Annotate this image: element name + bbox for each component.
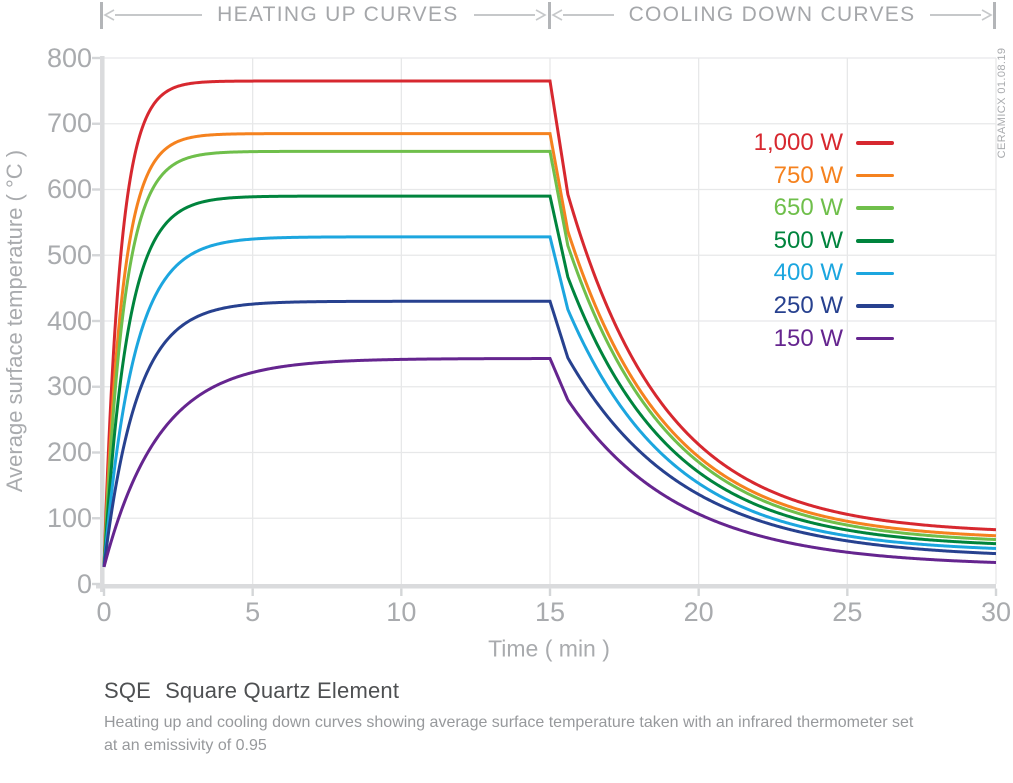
chart-title: SQE Square Quartz Element — [104, 678, 399, 704]
product-name: Square Quartz Element — [165, 678, 400, 703]
arrow-left-icon — [103, 8, 203, 22]
curve-500Ww — [102, 194, 997, 567]
arrow-left-head-icon — [103, 9, 115, 21]
legend-label: 400 W — [773, 259, 843, 287]
x-tick-label: 20 — [683, 597, 714, 627]
y-tick-label: 100 — [46, 502, 92, 533]
arrow-right-head-icon — [981, 9, 993, 21]
arrow-left-icon — [551, 8, 614, 22]
header-bar-middle — [548, 2, 551, 29]
arrow-right-head-icon — [535, 9, 547, 21]
y-tick-label: 600 — [46, 174, 92, 204]
x-tick-label: 15 — [534, 597, 566, 627]
y-tick-label: 700 — [46, 108, 92, 139]
y-tick-label: 400 — [46, 305, 92, 336]
legend-line-swatch — [856, 271, 894, 276]
legend-label: 250 W — [773, 292, 843, 319]
product-code: SQE — [104, 678, 152, 703]
legend-line-swatch — [856, 173, 894, 178]
arrow-line — [473, 14, 535, 16]
header-bar-right — [993, 2, 996, 29]
x-tick-label: 0 — [96, 597, 112, 627]
y-tick-label: 0 — [76, 568, 92, 599]
chart-subtitle: Heating up and cooling down curves showi… — [104, 711, 913, 757]
arrow-line — [115, 14, 203, 16]
curve-400Ww — [102, 235, 997, 568]
arrow-line — [930, 14, 981, 16]
arrow-left-head-icon — [551, 9, 563, 21]
legend-line-swatch — [856, 206, 894, 210]
curve-750Ww — [102, 132, 997, 567]
curve-1000Ww — [102, 79, 997, 567]
y-axis-title: Average surface temperature ( °C ) — [2, 149, 27, 493]
arrow-right-icon — [930, 8, 993, 22]
legend-label: 650 W — [773, 194, 843, 222]
curve-250Ww — [102, 299, 997, 568]
cooling-header-label: COOLING DOWN CURVES — [628, 3, 916, 26]
x-axis-title: Time ( min ) — [488, 635, 610, 662]
legend-line-swatch — [856, 304, 894, 308]
y-tick-label: 300 — [46, 371, 92, 402]
legend-label: 1,000 W — [753, 129, 843, 156]
watermark-text: CERAMICX 01.08.19 — [996, 47, 1008, 159]
legend-label: 150 W — [773, 324, 843, 352]
y-tick-label: 500 — [46, 239, 92, 270]
legend-label: 750 W — [773, 161, 843, 189]
curve-150Ww — [102, 357, 997, 568]
legend-line-swatch — [856, 239, 894, 243]
legend-label: 500 W — [773, 226, 843, 254]
legend-line-swatch — [856, 141, 894, 145]
arrow-right-icon — [473, 8, 547, 22]
y-tick-label: 200 — [46, 437, 92, 467]
legend-line-swatch — [856, 336, 894, 341]
arrow-line — [563, 14, 614, 16]
x-tick-label: 10 — [386, 597, 417, 627]
header-bar-left — [100, 2, 103, 29]
subtitle-line: Heating up and cooling down curves showi… — [104, 714, 914, 731]
x-tick-label: 25 — [832, 597, 863, 627]
x-tick-label: 30 — [980, 597, 1012, 627]
subtitle-line: at an emissivity of 0.95 — [104, 737, 267, 754]
curve-650Ww — [102, 149, 997, 567]
x-tick-label: 5 — [245, 597, 261, 627]
y-tick-label: 800 — [46, 42, 92, 73]
heating-header-label: HEATING UP CURVES — [217, 3, 459, 26]
cooling-header: COOLING DOWN CURVES — [551, 0, 993, 30]
heating-header: HEATING UP CURVES — [103, 0, 547, 30]
